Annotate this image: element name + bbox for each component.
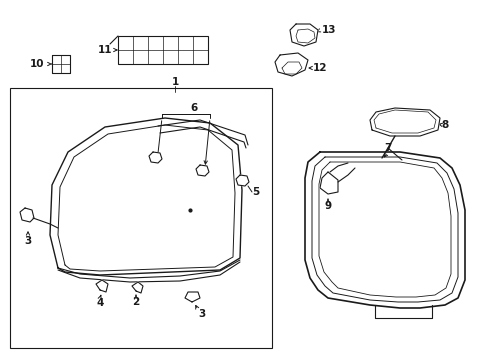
Polygon shape xyxy=(319,172,337,194)
Polygon shape xyxy=(236,175,248,186)
Text: 6: 6 xyxy=(190,103,197,113)
Text: 12: 12 xyxy=(312,63,327,73)
Text: 2: 2 xyxy=(132,297,140,307)
Text: 13: 13 xyxy=(321,25,336,35)
Text: 10: 10 xyxy=(29,59,44,69)
Bar xyxy=(118,36,207,64)
Text: 3: 3 xyxy=(24,236,32,246)
Polygon shape xyxy=(274,53,307,76)
Polygon shape xyxy=(369,108,439,136)
Text: 11: 11 xyxy=(97,45,112,55)
Text: 4: 4 xyxy=(96,298,103,308)
Polygon shape xyxy=(96,280,108,292)
Text: 5: 5 xyxy=(252,187,259,197)
Text: 1: 1 xyxy=(171,77,178,87)
Polygon shape xyxy=(52,55,70,73)
Polygon shape xyxy=(305,152,464,308)
Polygon shape xyxy=(132,282,142,293)
Bar xyxy=(10,88,271,348)
Text: 9: 9 xyxy=(324,201,331,211)
Polygon shape xyxy=(50,118,242,275)
Polygon shape xyxy=(184,292,200,302)
Text: 3: 3 xyxy=(198,309,205,319)
Text: 7: 7 xyxy=(384,143,391,153)
Text: 8: 8 xyxy=(441,120,447,130)
Polygon shape xyxy=(20,208,34,222)
Polygon shape xyxy=(289,24,317,46)
Polygon shape xyxy=(149,152,162,163)
Polygon shape xyxy=(196,165,208,176)
